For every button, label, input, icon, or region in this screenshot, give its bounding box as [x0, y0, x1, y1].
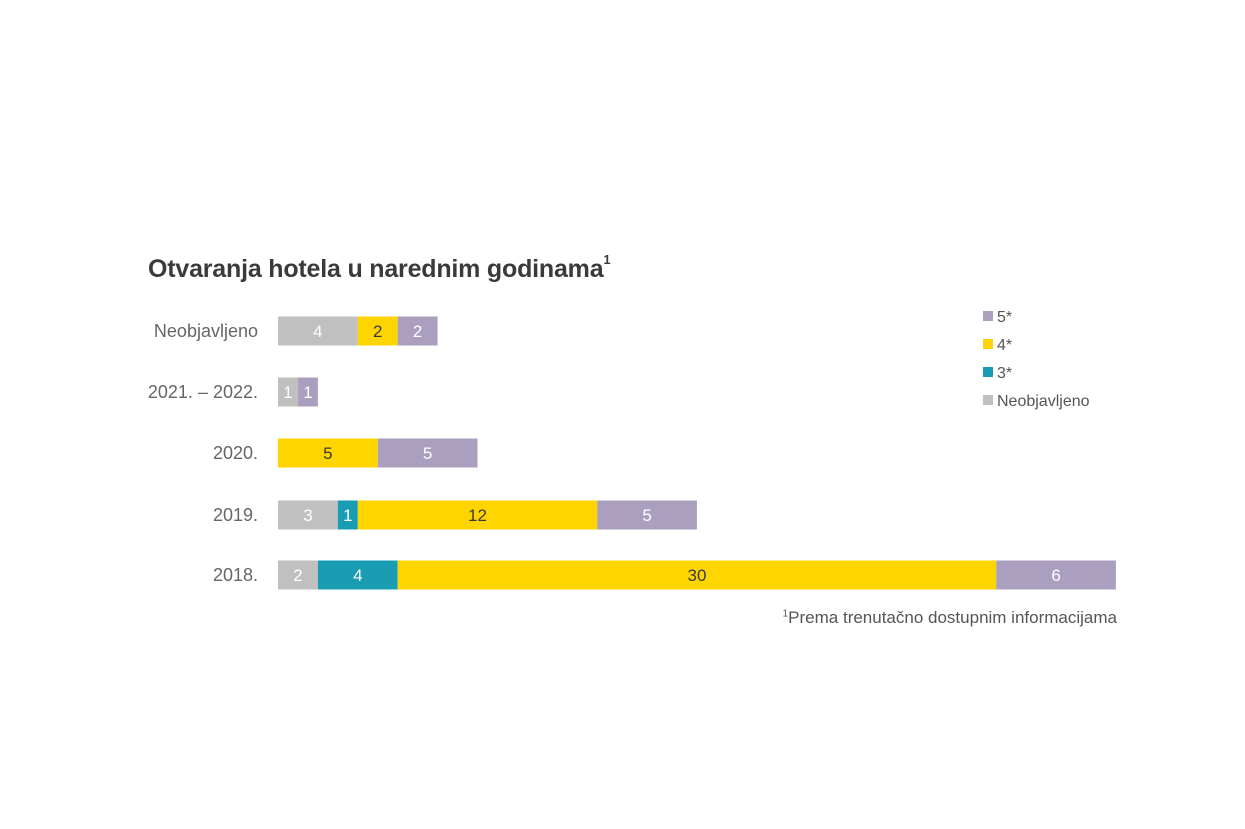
data-label: 4: [353, 566, 362, 585]
legend-label: Neobjavljeno: [997, 393, 1090, 410]
data-label: 30: [687, 566, 706, 585]
bar-segment: [597, 500, 697, 530]
data-label: 12: [468, 506, 487, 525]
bar-segment: [278, 500, 338, 530]
category-label: 2020.: [213, 443, 258, 463]
footnote-marker: 1: [782, 608, 789, 620]
data-label: 3: [303, 506, 312, 525]
data-label: 6: [1051, 566, 1060, 585]
bar-segment: [278, 377, 298, 407]
legend-swatch: [983, 367, 993, 377]
chart-title-text: Otvaranja hotela u narednim godinama: [148, 255, 604, 283]
bar-segment: [397, 560, 997, 590]
bar-segment: [278, 438, 378, 468]
data-label: 5: [642, 506, 651, 525]
chart-title: Otvaranja hotela u narednim godinama1: [148, 251, 611, 284]
data-label: 1: [303, 383, 312, 402]
bar-segment: [377, 438, 478, 468]
legend-swatch: [983, 395, 993, 405]
category-label: Neobjavljeno: [154, 321, 258, 341]
data-label: 1: [343, 506, 352, 525]
bar-segment: [397, 316, 438, 346]
title-superscript: 1: [603, 251, 611, 267]
category-label: 2019.: [213, 505, 258, 525]
legend-label: 4*: [997, 337, 1012, 354]
bar-segment: [357, 500, 598, 530]
footnote: 1Prema trenutačno dostupnim informacijam…: [783, 608, 1117, 628]
data-label: 2: [373, 322, 382, 341]
bar-segment: [357, 316, 398, 346]
data-label: 5: [423, 444, 432, 463]
bar-segment: [317, 560, 398, 590]
data-label: 2: [293, 566, 302, 585]
footnote-text: Prema trenutačno dostupnim informacijama: [788, 608, 1117, 627]
bar-segment: [278, 560, 318, 590]
data-label: 2: [413, 322, 422, 341]
bar-segment: [278, 316, 358, 346]
data-label: 4: [313, 322, 322, 341]
bar-segment: [996, 560, 1116, 590]
legend-swatch: [983, 339, 993, 349]
legend-swatch: [983, 311, 993, 321]
legend-label: 3*: [997, 365, 1012, 382]
category-label: 2018.: [213, 565, 258, 585]
data-label: 1: [283, 383, 292, 402]
legend-label: 5*: [997, 309, 1012, 326]
category-label: 2021. – 2022.: [148, 382, 258, 402]
bar-segment: [297, 377, 318, 407]
data-label: 5: [323, 444, 332, 463]
bar-segment: [337, 500, 358, 530]
